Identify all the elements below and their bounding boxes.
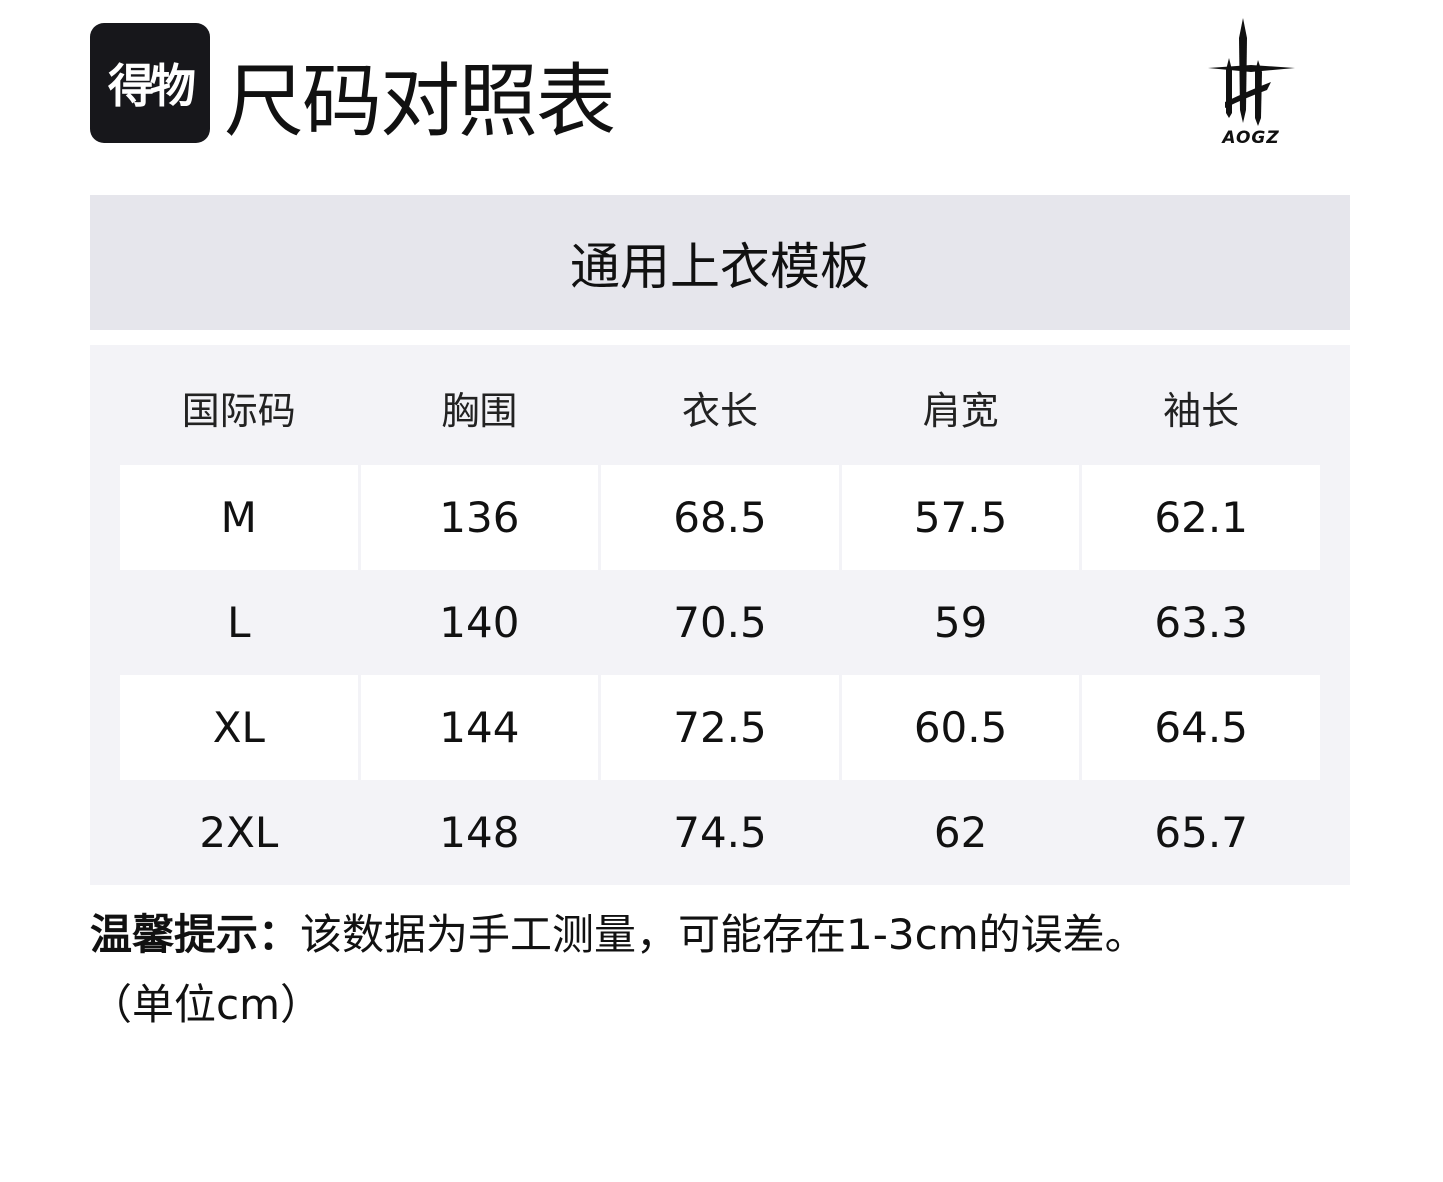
table-cell: 60.5 <box>841 675 1080 780</box>
table-cell: 62.1 <box>1082 465 1320 570</box>
brand-logo-icon <box>1208 18 1295 126</box>
column-header: 衣长 <box>681 389 758 433</box>
table-row: XL 144 72.5 60.5 64.5 <box>120 675 1320 780</box>
column-header: 肩宽 <box>922 389 999 433</box>
table-header: 国际码 胸围 衣长 肩宽 袖长 <box>120 345 1320 465</box>
table-row: 2XL 148 74.5 62 65.7 <box>120 780 1320 885</box>
column-header: 胸围 <box>441 389 518 433</box>
table-cell: 136 <box>360 465 599 570</box>
column-header: 国际码 <box>181 389 296 433</box>
measurement-note: 温馨提示：该数据为手工测量，可能存在1-3cm的误差。 （单位cm） <box>90 900 1390 1040</box>
table-cell: XL <box>120 675 358 780</box>
app-logo: 得物 <box>90 23 210 143</box>
table-row: M 136 68.5 57.5 62.1 <box>120 465 1320 570</box>
table-cell: 65.7 <box>1154 808 1248 857</box>
table-cell: 72.5 <box>601 675 839 780</box>
note-text: 该数据为手工测量，可能存在1-3cm的误差。 <box>300 910 1147 959</box>
table-cell: 2XL <box>199 808 279 857</box>
table-cell: 68.5 <box>601 465 839 570</box>
brand-name: AOGZ <box>1222 128 1280 148</box>
table-cell: 63.3 <box>1154 598 1248 647</box>
table-cell: 59 <box>933 598 988 647</box>
table-cell: 144 <box>360 675 599 780</box>
table-cell: M <box>120 465 358 570</box>
table-cell: 64.5 <box>1082 675 1320 780</box>
table-cell: L <box>227 598 251 647</box>
table-row: L 140 70.5 59 63.3 <box>120 570 1320 675</box>
size-table: 国际码 胸围 衣长 肩宽 袖长 M 136 68.5 57.5 62.1 L 1… <box>90 345 1350 885</box>
table-cell: 148 <box>439 808 520 857</box>
column-header: 袖长 <box>1163 389 1240 433</box>
table-cell: 70.5 <box>673 598 767 647</box>
table-cell: 74.5 <box>673 808 767 857</box>
table-cell: 140 <box>439 598 520 647</box>
note-label: 温馨提示： <box>90 910 301 959</box>
template-title: 通用上衣模板 <box>90 195 1350 330</box>
table-cell: 62 <box>933 808 988 857</box>
page-title: 尺码对照表 <box>224 55 616 148</box>
unit-note: （单位cm） <box>90 980 323 1029</box>
table-cell: 57.5 <box>841 465 1080 570</box>
